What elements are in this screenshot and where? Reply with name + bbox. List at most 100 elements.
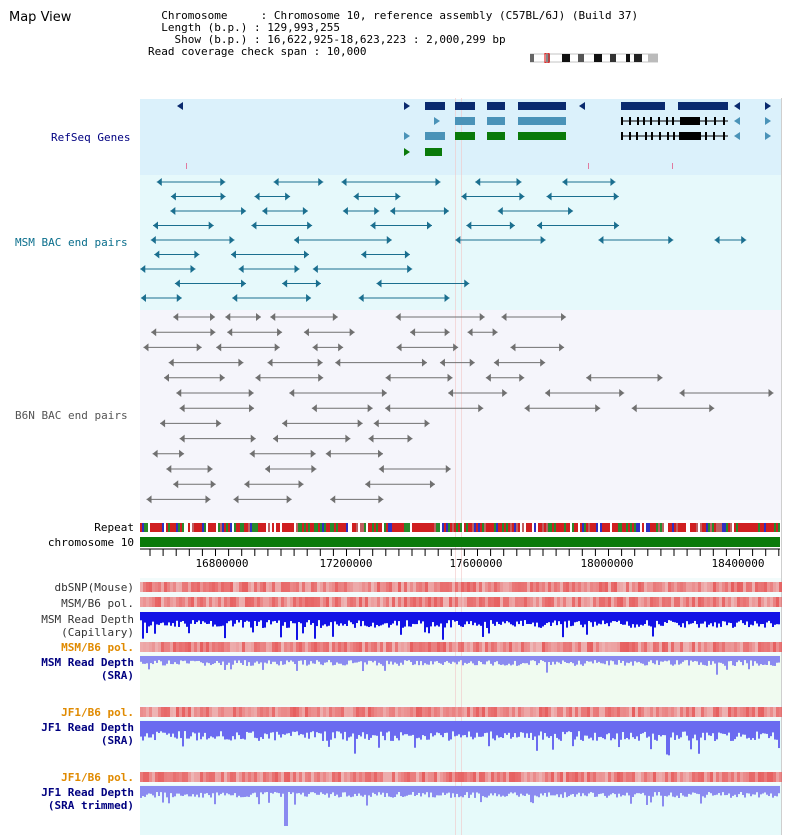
jf1-sra-depth-bar xyxy=(406,721,408,735)
msm-sra-depth-bar xyxy=(380,656,382,665)
jf1-sra-depth-bar xyxy=(716,721,718,740)
msm-sra-depth-bar xyxy=(174,656,176,663)
msm-capillary-depth-bar xyxy=(184,612,186,624)
msm-b6-pol-sra-cell xyxy=(701,642,704,652)
msm-capillary-depth-bar xyxy=(152,612,154,622)
jf1-sra-depth-bar xyxy=(592,721,594,741)
repeat-segment xyxy=(182,523,184,532)
jf1-sra-depth-bar xyxy=(492,721,494,739)
jf1-sra-depth-bar xyxy=(350,721,352,737)
msm-b6-pol-sra-cell xyxy=(674,642,677,652)
msm-sra-depth-bar xyxy=(270,656,272,665)
refseq-track-label[interactable]: RefSeq Genes xyxy=(51,131,131,144)
msm-capillary-depth-bar xyxy=(230,612,232,621)
jf1-trim-depth-bar xyxy=(440,786,442,796)
repeat-segment xyxy=(196,523,198,532)
jf1-sra-depth-bar xyxy=(402,721,404,736)
msm-b6-pol-cell xyxy=(446,597,449,607)
b6n-bac-end xyxy=(264,465,270,473)
jf1-trim-depth-bar xyxy=(490,786,492,794)
jf1-b6-pol-trim-cell xyxy=(419,772,422,782)
b6n-bac-end xyxy=(444,328,450,337)
dbsnp-cell xyxy=(578,582,581,592)
msm-sra-depth-bar xyxy=(776,656,778,663)
jf1-b6-pol-trim-cell xyxy=(713,772,716,782)
msm-capillary-depth-bar xyxy=(160,612,162,624)
msm-sra-depth-bar xyxy=(684,656,686,661)
dbsnp-cell xyxy=(647,582,650,592)
repeat-segment xyxy=(446,523,448,532)
repeat-segment xyxy=(176,523,178,532)
b6n-bac-end xyxy=(385,373,391,382)
dbsnp-cell xyxy=(554,582,557,592)
jf1-trim-depth-bar xyxy=(468,786,470,798)
jf1-sra-depth-bar xyxy=(748,721,750,738)
jf1-b6-pol-cell xyxy=(491,707,494,717)
dbsnp-cell xyxy=(431,582,434,592)
msm-b6-pol-cell xyxy=(329,597,332,607)
b6n-bac-end xyxy=(205,495,211,504)
msm-sra-depth-bar xyxy=(638,656,640,662)
repeat-segment xyxy=(164,523,166,532)
b6n-bac-end xyxy=(385,404,391,413)
dbsnp-cell xyxy=(575,582,578,592)
msm-capillary-depth-bar xyxy=(674,612,676,623)
jf1-b6-pol-trim-cell xyxy=(230,772,233,782)
repeat-segment xyxy=(684,523,686,532)
msm-b6-pol-cell xyxy=(305,597,308,607)
jf1-sra-depth-bar xyxy=(580,721,582,740)
gene-arrow xyxy=(177,102,183,110)
jf1-trim-depth-bar xyxy=(604,786,606,796)
msm-capillary-depth-bar xyxy=(402,612,404,628)
jf1-sra-depth-bar xyxy=(208,721,210,739)
repeat-segment xyxy=(676,523,678,532)
dbsnp-cell xyxy=(695,582,698,592)
msm-capillary-depth-bar xyxy=(354,612,356,628)
msm-capillary-depth-bar xyxy=(348,612,350,621)
msm-sra-depth-bar xyxy=(760,656,762,665)
b6n-bac-end xyxy=(248,389,254,397)
jf1-b6-pol-trim-cell xyxy=(662,772,665,782)
gene-marker xyxy=(186,163,187,169)
jf1-sra-depth-bar xyxy=(218,721,220,737)
msm-b6-pol-cell xyxy=(764,597,767,607)
jf1-b6-pol-trim-cell xyxy=(206,772,209,782)
msm-bac-end xyxy=(376,279,382,288)
msm-bac-end xyxy=(444,294,450,302)
msm-bac-track-bg xyxy=(140,175,781,310)
jf1-b6-pol-cell xyxy=(392,707,395,717)
jf1-sra-depth-bar xyxy=(464,721,466,736)
jf1-b6-pol-trim-cell xyxy=(614,772,617,782)
jf1-b6-pol-cell xyxy=(452,707,455,717)
msm-b6-pol-sra-cell xyxy=(158,642,161,652)
jf1-sra-depth-bar xyxy=(682,721,684,732)
jf1-sra-depth-bar xyxy=(196,721,198,741)
chromosome-ideogram[interactable] xyxy=(530,53,658,63)
msm-sra-depth-bar xyxy=(194,656,196,662)
jf1-trim-depth-bar xyxy=(316,786,318,795)
msm-sra-depth-bar xyxy=(722,656,724,664)
msm-bac-track-label[interactable]: MSM BAC end pairs xyxy=(15,236,128,249)
jf1-sra-depth-bar xyxy=(778,721,780,749)
b6n-bac-end xyxy=(179,434,185,443)
jf1-trim-depth-bar xyxy=(424,786,426,795)
msm-sra-depth-bar xyxy=(478,656,480,661)
msm-b6-pol-cell xyxy=(584,597,587,607)
jf1-b6-pol-trim-cell xyxy=(344,772,347,782)
msm-b6-pol-sra-cell xyxy=(428,642,431,652)
jf1-b6-pol-cell xyxy=(401,707,404,717)
gene-feature xyxy=(621,102,665,110)
dbsnp-cell xyxy=(692,582,695,592)
repeat-segment xyxy=(430,523,432,532)
msm-b6-pol-cell xyxy=(242,597,245,607)
jf1-trim-depth-bar xyxy=(710,786,712,794)
msm-sra-depth-bar xyxy=(430,656,432,662)
b6n-bac-end xyxy=(233,495,239,504)
b6n-bac-track-label[interactable]: B6N BAC end pairs xyxy=(15,409,128,422)
jf1-sra-depth-bar xyxy=(424,721,426,737)
msm-capillary-depth-bar xyxy=(600,612,602,625)
repeat-segment xyxy=(366,523,368,532)
jf1-trim-depth-bar xyxy=(250,786,252,795)
repeat-segment xyxy=(322,523,324,532)
